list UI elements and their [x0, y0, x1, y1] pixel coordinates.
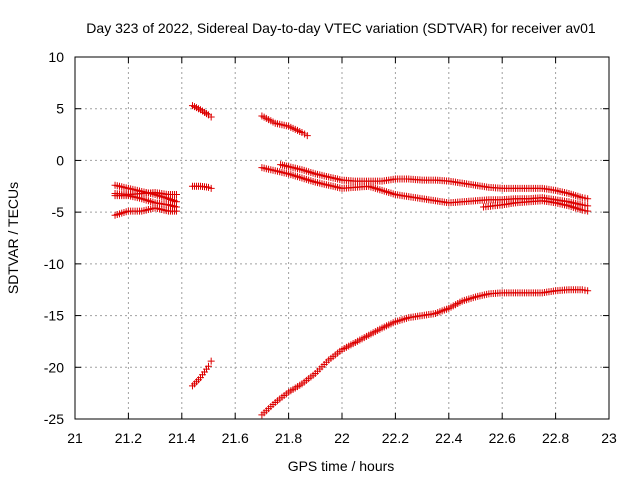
data-point — [207, 113, 215, 121]
y-tick-label: -10 — [44, 256, 64, 272]
x-tick-label: 23 — [601, 430, 617, 446]
y-tick-label: 5 — [56, 101, 64, 117]
x-tick-label: 21.4 — [168, 430, 195, 446]
x-tick-label: 21 — [67, 430, 83, 446]
data-points — [111, 102, 592, 419]
series-seg11 — [258, 286, 592, 419]
series-seg4 — [111, 204, 180, 219]
series-seg12 — [480, 197, 592, 215]
series-seg3 — [111, 192, 180, 211]
data-point — [205, 362, 212, 370]
data-point — [303, 132, 311, 140]
x-tick-label: 21.8 — [275, 430, 302, 446]
x-tick-label: 22 — [334, 430, 350, 446]
x-tick-label: 21.2 — [115, 430, 142, 446]
y-axis-label: SDTVAR / TECUs — [5, 182, 21, 294]
x-tick-labels: 21 21.2 21.4 21.6 21.8 22 22.2 22.4 22.6 22.8 23 — [67, 430, 617, 446]
series-seg10 — [277, 161, 592, 203]
x-tick-label: 21.6 — [222, 430, 249, 446]
y-tick-label: -20 — [44, 359, 64, 375]
y-tick-labels: -25 -20 -15 -10 -5 0 5 10 — [44, 49, 64, 427]
series-seg7 — [188, 357, 215, 390]
y-tick-label: -5 — [52, 204, 65, 220]
plot-frame — [74, 56, 610, 420]
x-axis-label: GPS time / hours — [288, 458, 395, 474]
y-tick-label: -15 — [44, 308, 64, 324]
x-tick-label: 22.6 — [489, 430, 516, 446]
y-tick-label: 10 — [48, 49, 64, 65]
data-point — [207, 184, 215, 192]
data-point — [172, 207, 180, 215]
chart-title: Day 323 of 2022, Sidereal Day-to-day VTE… — [86, 20, 596, 36]
x-tick-label: 22.8 — [542, 430, 569, 446]
series-seg6 — [188, 182, 215, 192]
x-tick-label: 22.4 — [435, 430, 462, 446]
series-seg8 — [258, 112, 311, 140]
data-point — [207, 357, 215, 365]
y-tick-label: 0 — [56, 152, 64, 168]
y-tick-label: -25 — [44, 411, 64, 427]
data-point — [584, 287, 592, 295]
data-point — [172, 191, 180, 199]
series-seg5 — [188, 102, 215, 121]
x-tick-label: 22.2 — [382, 430, 409, 446]
grid-lines — [75, 57, 609, 419]
data-point — [584, 207, 592, 215]
data-point — [584, 195, 592, 203]
